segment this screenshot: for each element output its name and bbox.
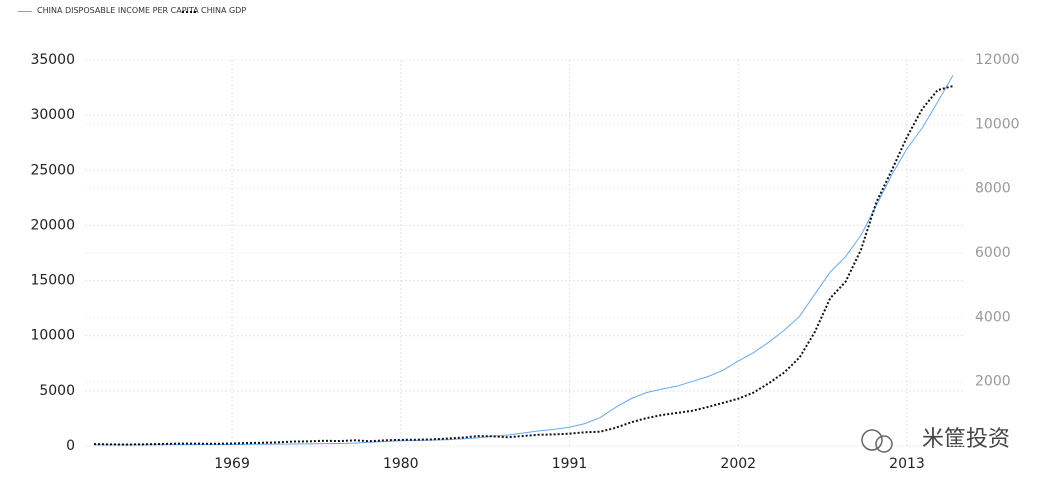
- series-line: [93, 75, 954, 446]
- y-tick-label: 35000: [30, 52, 75, 68]
- y-tick-label: 5000: [39, 383, 75, 399]
- legend-item: CHINA GDP: [182, 6, 246, 15]
- legend-label: CHINA GDP: [201, 6, 247, 15]
- x-tick-label: 1980: [383, 456, 419, 472]
- y2-tick-label: 6000: [975, 245, 1011, 261]
- watermark: 米筐投资: [922, 427, 1010, 452]
- y2-tick-label: 8000: [975, 181, 1011, 197]
- y-tick-label: 25000: [30, 162, 75, 178]
- y2-tick-label: 4000: [975, 309, 1011, 325]
- x-tick-label: 1969: [214, 456, 250, 472]
- watermark-icon: [861, 429, 893, 453]
- series-line: [93, 85, 954, 446]
- y-tick-label: 15000: [30, 273, 75, 289]
- x-tick-label: 2013: [889, 456, 925, 472]
- legend-item: CHINA DISPOSABLE INCOME PER CAPITA: [18, 6, 202, 15]
- y-tick-label: 30000: [30, 107, 75, 123]
- y-tick-label: 10000: [30, 328, 75, 344]
- legend-swatch: [182, 11, 196, 13]
- legend-swatch: [18, 11, 32, 12]
- y-tick-label: 0: [66, 438, 75, 454]
- x-tick-label: 1991: [552, 456, 588, 472]
- y2-tick-label: 10000: [975, 116, 1020, 132]
- x-tick-label: 2002: [720, 456, 756, 472]
- legend-label: CHINA DISPOSABLE INCOME PER CAPITA: [37, 6, 199, 15]
- y-tick-label: 20000: [30, 217, 75, 233]
- y2-tick-label: 12000: [975, 52, 1020, 68]
- y2-tick-label: 2000: [975, 374, 1011, 390]
